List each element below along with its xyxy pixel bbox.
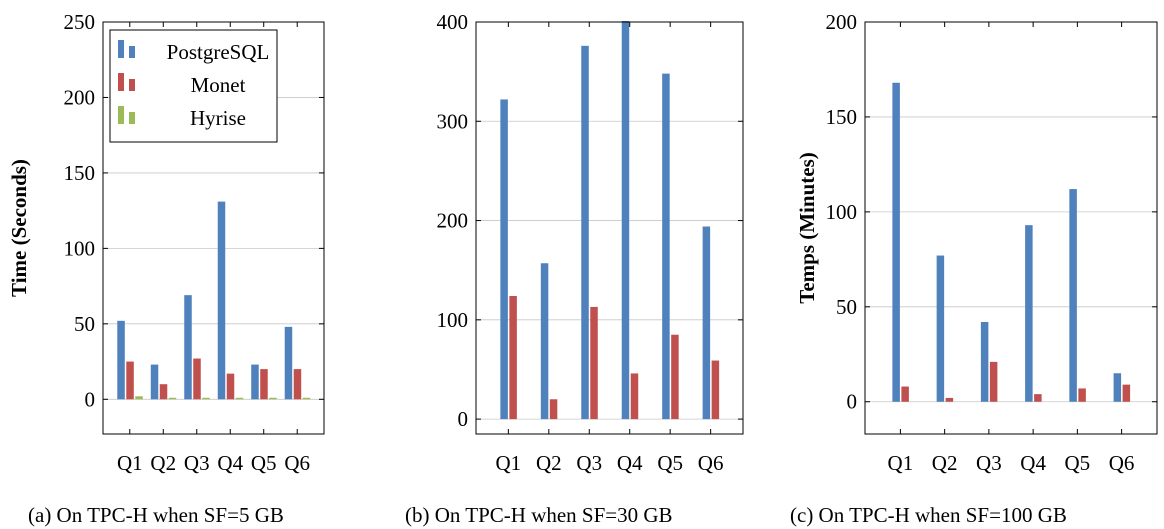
y-tick-label: 0 [85,387,96,411]
bar-postgresql-q2 [936,255,945,402]
legend: PostgreSQL Monet Hyrise [109,29,278,143]
bar-postgresql-q3 [980,321,989,402]
bar-monet-q4 [226,373,235,400]
x-tick-label: Q2 [932,451,958,475]
bar-monet-q2 [945,397,954,402]
x-tick-label: Q5 [251,451,277,475]
legend-label: Hyrise [190,106,246,130]
bar-monet-q4 [630,373,639,420]
bar-monet-q3 [193,358,201,400]
y-tick-label: 100 [437,308,469,332]
bar-monet-q2 [549,399,558,420]
bar-postgresql-q1 [117,320,125,400]
x-tick-label: Q4 [217,451,243,475]
x-tick-label: Q4 [617,451,643,475]
legend-swatch [129,46,135,58]
legend-swatch [118,73,124,91]
bar-monet-q6 [293,369,302,400]
y-tick-label: 200 [826,10,858,34]
y-tick-label: 150 [826,105,858,129]
x-tick-label: Q2 [536,451,562,475]
x-tick-label: Q3 [184,451,210,475]
bar-monet-q1 [901,386,909,402]
y-tick-label: 150 [64,161,96,185]
bar-postgresql-q4 [621,21,630,420]
bar-monet-q3 [590,306,598,420]
y-tick-label: 0 [847,390,858,414]
bar-hyrise-q3 [202,397,210,400]
chart-panel-3: 0 50 100 150 200 Q1 Q2 Q3 Q4 Q5 Q6 Temps (Minutes) (… [790,10,1158,527]
y-axis-label: Temps (Minutes) [795,152,819,303]
bar-postgresql-q2 [150,364,159,400]
legend-label: PostgreSQL [167,40,270,64]
bar-monet-q3 [989,361,998,402]
legend-swatch [118,40,124,58]
x-tick-label: Q6 [1109,451,1135,475]
bar-postgresql-q1 [500,99,508,420]
bar-postgresql-q6 [702,226,711,420]
legend-box [109,29,278,143]
x-tick-label: Q6 [698,451,724,475]
bar-postgresql-q3 [581,45,589,420]
bar-monet-q1 [509,296,517,420]
y-axis-label: Time (Seconds) [7,159,31,297]
bar-postgresql-q2 [540,263,549,420]
x-tick-label: Q1 [496,451,522,475]
bar-hyrise-q1 [135,396,143,400]
bar-monet-q1 [126,361,134,400]
bar-postgresql-q4 [1025,225,1033,402]
x-tick-label: Q3 [976,451,1002,475]
bar-monet-q6 [1122,384,1131,402]
chart-caption: (b) On TPC-H when SF=30 GB [405,503,673,527]
bar-postgresql-q4 [217,201,226,400]
legend-label: Monet [191,73,246,97]
y-tick-label: 200 [64,85,96,109]
x-tick-label: Q5 [1065,451,1091,475]
bar-monet-q5 [260,369,268,400]
chart-caption: (c) On TPC-H when SF=100 GB [790,503,1067,527]
bar-hyrise-q5 [269,397,277,400]
bar-postgresql-q6 [1113,373,1122,402]
x-tick-label: Q6 [284,451,310,475]
x-tick-label: Q1 [888,451,914,475]
bar-postgresql-q1 [892,82,900,402]
bar-postgresql-q5 [1069,189,1077,402]
bar-monet-q5 [671,334,679,420]
plot-frame [475,21,744,435]
bar-hyrise-q4 [235,397,244,400]
y-tick-label: 300 [437,109,469,133]
bar-monet-q2 [159,384,168,400]
bar-monet-q6 [711,360,720,420]
legend-swatch [129,112,135,124]
x-tick-label: Q5 [657,451,683,475]
x-tick-label: Q2 [150,451,176,475]
bar-monet-q4 [1034,394,1042,402]
y-tick-label: 400 [437,10,469,34]
bar-postgresql-q3 [184,295,192,400]
plot-frame [864,21,1158,435]
x-tick-label: Q1 [117,451,143,475]
x-tick-label: Q4 [1020,451,1046,475]
bar-postgresql-q5 [251,364,259,400]
y-tick-label: 50 [74,312,95,336]
y-tick-label: 100 [826,200,858,224]
chart-panel-1: 0 50 100 150 200 250 Q1 Q2 Q3 Q4 Q5 Q6 Time (Seconds… [7,10,325,527]
legend-swatch [118,106,124,124]
plot-frame [102,21,325,435]
y-tick-label: 200 [437,209,469,233]
bar-hyrise-q6 [302,397,311,400]
bar-monet-q5 [1078,388,1086,402]
y-tick-label: 250 [64,10,96,34]
y-tick-label: 100 [64,236,96,260]
bar-postgresql-q6 [284,326,293,400]
y-tick-label: 0 [458,407,469,431]
x-tick-label: Q3 [576,451,602,475]
y-tick-label: 50 [836,295,857,319]
chart-panel-2: 0 100 200 300 400 Q1 Q2 Q3 Q4 Q5 Q6 (b) On TPC-H wh… [405,10,744,527]
bar-postgresql-q5 [662,73,670,420]
bar-hyrise-q2 [168,397,177,400]
legend-swatch [129,79,135,91]
chart-caption: (a) On TPC-H when SF=5 GB [28,503,284,527]
